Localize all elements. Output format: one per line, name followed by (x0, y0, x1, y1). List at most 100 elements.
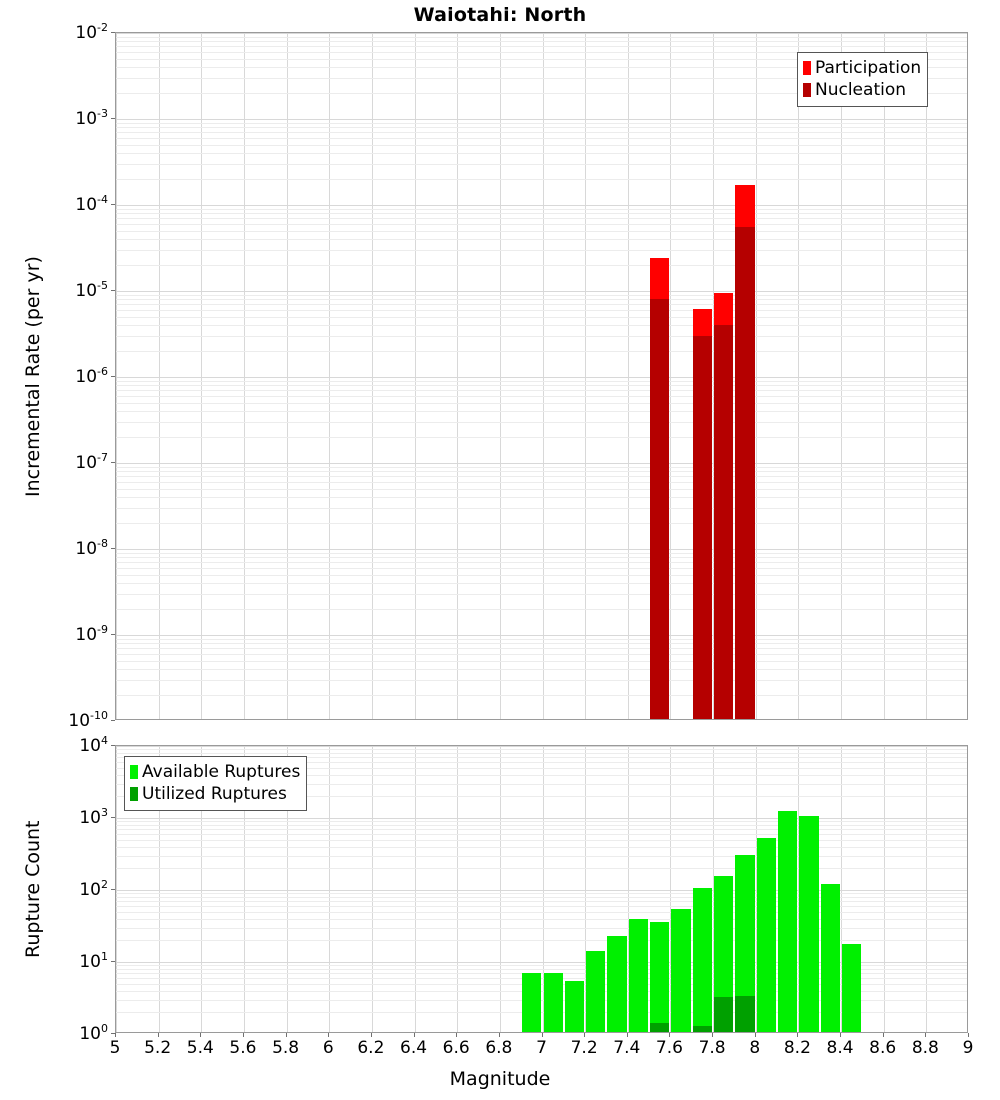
gridline-vertical (628, 33, 629, 719)
ytick-mark (111, 462, 115, 463)
ytick-label: 103 (79, 806, 108, 828)
gridline-horizontal-major (116, 33, 967, 34)
ytick-mark (111, 745, 115, 746)
legend-label-utilized-ruptures: Utilized Ruptures (142, 784, 287, 804)
gridline-horizontal-minor (116, 497, 967, 498)
bar-utilized-ruptures (714, 996, 734, 1032)
xtick-label: 6.6 (442, 1038, 470, 1058)
ytick-mark (111, 118, 115, 119)
gridline-horizontal-major (116, 463, 967, 464)
ytick-label: 10-6 (75, 365, 108, 387)
gridline-vertical (457, 746, 458, 1032)
gridline-horizontal-minor (116, 67, 967, 68)
gridline-horizontal-minor (116, 965, 967, 966)
gridline-horizontal-minor (116, 991, 967, 992)
bar-available-ruptures (799, 815, 819, 1032)
ytick-label: 100 (79, 1022, 108, 1044)
gridline-horizontal-minor (116, 325, 967, 326)
gridline-horizontal-minor (116, 93, 967, 94)
legend-item-participation: Participation (803, 57, 921, 79)
gridline-horizontal-minor (116, 753, 967, 754)
bar-available-ruptures (820, 884, 841, 1032)
gridline-horizontal-minor (116, 825, 967, 826)
gridline-horizontal-minor (116, 553, 967, 554)
gridline-vertical (628, 746, 629, 1032)
gridline-horizontal-minor (116, 984, 967, 985)
bar-utilized-ruptures (735, 995, 755, 1032)
gridline-vertical (372, 33, 373, 719)
gridline-horizontal-minor (116, 250, 967, 251)
gridline-vertical (585, 33, 586, 719)
xtick-label: 8.2 (783, 1038, 811, 1058)
gridline-horizontal-minor (116, 973, 967, 974)
bar-available-ruptures (671, 908, 691, 1032)
gridline-vertical (329, 33, 330, 719)
xtick-label: 6.2 (357, 1038, 385, 1058)
bar-nucleation (735, 227, 755, 719)
gridline-horizontal-minor (116, 829, 967, 830)
gridline-horizontal-minor (116, 680, 967, 681)
gridline-horizontal-major (116, 291, 967, 292)
ytick-mark (111, 376, 115, 377)
gridline-vertical (884, 33, 885, 719)
legend-label-nucleation: Nucleation (815, 80, 907, 100)
xtick-mark (200, 1033, 201, 1037)
ytick-label: 102 (79, 878, 108, 900)
gridline-horizontal-minor (116, 523, 967, 524)
ytick-mark (111, 889, 115, 890)
xtick-label: 7.8 (698, 1038, 726, 1058)
bar-available-ruptures (564, 980, 585, 1032)
ytick-label: 101 (79, 950, 108, 972)
ytick-label: 10-5 (75, 279, 108, 301)
gridline-vertical (926, 33, 927, 719)
xtick-label: 6.4 (400, 1038, 428, 1058)
gridline-horizontal-minor (116, 868, 967, 869)
gridline-horizontal-minor (116, 906, 967, 907)
gridline-horizontal-minor (116, 351, 967, 352)
gridline-horizontal-minor (116, 390, 967, 391)
gridline-horizontal-minor (116, 796, 967, 797)
gridline-horizontal-minor (116, 304, 967, 305)
gridline-horizontal-minor (116, 476, 967, 477)
gridline-horizontal-minor (116, 213, 967, 214)
xtick-mark (414, 1033, 415, 1037)
bar-nucleation (714, 325, 734, 719)
xtick-mark (797, 1033, 798, 1037)
xtick-label: 5.8 (272, 1038, 300, 1058)
xtick-label: 7 (536, 1038, 547, 1058)
xtick-mark (627, 1033, 628, 1037)
xtick-mark (883, 1033, 884, 1037)
ytick-mark (111, 1033, 115, 1034)
xtick-label: 7.6 (655, 1038, 683, 1058)
ytick-mark (111, 634, 115, 635)
gridline-horizontal-minor (116, 317, 967, 318)
bar-nucleation (692, 335, 713, 719)
top-plot-axes (115, 32, 968, 720)
gridline-vertical (841, 746, 842, 1032)
xtick-label: 8.8 (911, 1038, 939, 1058)
gridline-vertical (756, 33, 757, 719)
gridline-horizontal-minor (116, 508, 967, 509)
gridline-horizontal-minor (116, 471, 967, 472)
gridline-horizontal-minor (116, 669, 967, 670)
gridline-vertical (244, 746, 245, 1032)
xtick-mark (158, 1033, 159, 1037)
gridline-horizontal-minor (116, 928, 967, 929)
participation-swatch-icon (803, 61, 811, 75)
gridline-horizontal-minor (116, 310, 967, 311)
xtick-mark (456, 1033, 457, 1037)
gridline-vertical (543, 33, 544, 719)
gridline-horizontal-minor (116, 52, 967, 53)
ytick-label: 104 (79, 734, 108, 756)
ytick-label: 10-8 (75, 537, 108, 559)
gridline-horizontal-minor (116, 145, 967, 146)
gridline-horizontal-minor (116, 37, 967, 38)
gridline-horizontal-minor (116, 768, 967, 769)
gridline-horizontal-minor (116, 299, 967, 300)
gridline-horizontal-minor (116, 127, 967, 128)
xtick-mark (286, 1033, 287, 1037)
gridline-horizontal-minor (116, 661, 967, 662)
gridline-horizontal-minor (116, 239, 967, 240)
gridline-horizontal-minor (116, 41, 967, 42)
xtick-mark (755, 1033, 756, 1037)
